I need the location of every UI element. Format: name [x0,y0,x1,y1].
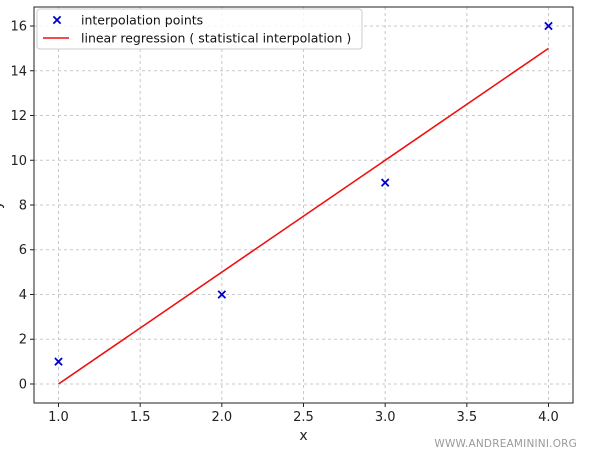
x-tick-label: 2.0 [211,410,232,425]
y-tick-label: 2 [19,333,27,348]
data-point [217,290,227,299]
x-tick-label: 4.0 [538,410,559,425]
y-tick-label: 6 [19,243,27,258]
plot-series [54,21,553,385]
data-point [380,178,390,187]
y-axis-label: y [0,201,5,209]
x-tick-label: 1.5 [130,410,151,425]
regression-line [58,47,549,385]
x-tick-label: 3.0 [375,410,396,425]
legend-label: interpolation points [81,13,203,28]
legend-box [36,8,363,50]
axis-ticks: 1.0 1.5 2.0 2.5 3.0 3.5 4.0 0 2 4 6 8 10 12 14 16 [10,20,558,425]
y-tick-label: 8 [19,199,27,214]
watermark: WWW.ANDREAMININI.ORG [434,438,577,450]
y-tick-label: 16 [10,20,27,35]
x-tick-label: 2.5 [293,410,314,425]
legend-marker [52,15,62,25]
x-tick-label: 1.0 [48,410,69,425]
data-point [54,357,63,366]
y-tick-label: 12 [10,109,27,124]
y-tick-label: 0 [19,377,27,392]
y-tick-label: 14 [10,64,27,79]
x-tick-label: 3.5 [456,410,477,425]
y-tick-label: 10 [10,154,27,169]
legend-label: linear regression ( statistical interpol… [81,31,351,46]
data-point [544,21,553,31]
grid [34,7,573,403]
legend: interpolation points linear regression ( … [36,8,363,50]
x-axis-label: x [299,428,307,444]
y-tick-label: 4 [19,288,27,303]
